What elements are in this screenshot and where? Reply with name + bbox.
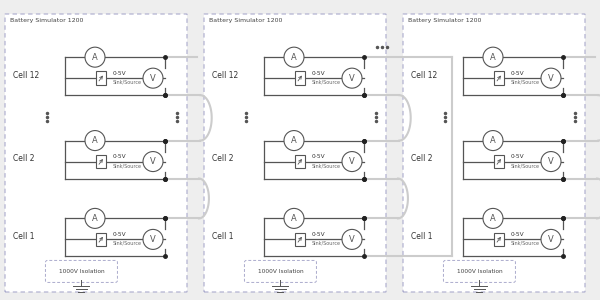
Circle shape: [85, 130, 105, 151]
Circle shape: [483, 130, 503, 151]
Circle shape: [284, 208, 304, 228]
Text: A: A: [490, 53, 496, 62]
Text: 1000V Isolation: 1000V Isolation: [257, 269, 303, 274]
FancyBboxPatch shape: [46, 260, 118, 282]
Text: A: A: [291, 136, 297, 145]
Circle shape: [143, 152, 163, 172]
FancyBboxPatch shape: [204, 14, 386, 292]
Text: A: A: [92, 136, 98, 145]
Text: Battery Simulator 1200: Battery Simulator 1200: [209, 18, 283, 23]
Text: Cell 1: Cell 1: [13, 232, 35, 241]
FancyBboxPatch shape: [5, 14, 187, 292]
Text: Sink/Source: Sink/Source: [312, 241, 341, 246]
Text: 0-5V: 0-5V: [511, 154, 524, 159]
Text: V: V: [150, 74, 156, 83]
Circle shape: [143, 68, 163, 88]
Text: 0-5V: 0-5V: [113, 232, 127, 237]
FancyBboxPatch shape: [96, 71, 106, 85]
Text: V: V: [349, 157, 355, 166]
Circle shape: [342, 230, 362, 249]
Circle shape: [541, 230, 561, 249]
FancyBboxPatch shape: [244, 260, 316, 282]
FancyBboxPatch shape: [403, 14, 585, 292]
FancyBboxPatch shape: [96, 233, 106, 246]
Text: Sink/Source: Sink/Source: [511, 80, 540, 85]
Text: Sink/Source: Sink/Source: [312, 80, 341, 85]
Text: V: V: [548, 157, 554, 166]
Text: Cell 2: Cell 2: [212, 154, 233, 163]
Text: Sink/Source: Sink/Source: [113, 163, 142, 168]
Text: 1000V Isolation: 1000V Isolation: [457, 269, 502, 274]
Text: V: V: [548, 74, 554, 83]
Text: 1000V Isolation: 1000V Isolation: [59, 269, 104, 274]
Circle shape: [342, 152, 362, 172]
Text: V: V: [150, 235, 156, 244]
Text: Cell 2: Cell 2: [13, 154, 35, 163]
Text: Sink/Source: Sink/Source: [511, 163, 540, 168]
Text: 0-5V: 0-5V: [312, 71, 326, 76]
Text: V: V: [349, 235, 355, 244]
Text: Sink/Source: Sink/Source: [113, 241, 142, 246]
Text: V: V: [548, 235, 554, 244]
Text: A: A: [92, 53, 98, 62]
Text: Cell 1: Cell 1: [212, 232, 233, 241]
Text: A: A: [92, 214, 98, 223]
FancyBboxPatch shape: [443, 260, 515, 282]
Text: A: A: [291, 214, 297, 223]
Text: 0-5V: 0-5V: [113, 154, 127, 159]
Circle shape: [483, 208, 503, 228]
Text: Cell 2: Cell 2: [411, 154, 433, 163]
Circle shape: [284, 130, 304, 151]
FancyBboxPatch shape: [96, 155, 106, 168]
Text: V: V: [349, 74, 355, 83]
Text: 0-5V: 0-5V: [312, 232, 326, 237]
FancyBboxPatch shape: [494, 71, 504, 85]
Circle shape: [284, 47, 304, 67]
Text: Cell 1: Cell 1: [411, 232, 433, 241]
Text: 0-5V: 0-5V: [312, 154, 326, 159]
Circle shape: [483, 47, 503, 67]
Circle shape: [342, 68, 362, 88]
Text: 0-5V: 0-5V: [511, 232, 524, 237]
Text: A: A: [490, 136, 496, 145]
Circle shape: [85, 47, 105, 67]
FancyBboxPatch shape: [295, 233, 305, 246]
Circle shape: [541, 68, 561, 88]
Circle shape: [85, 208, 105, 228]
Text: Cell 12: Cell 12: [411, 71, 437, 80]
Text: Sink/Source: Sink/Source: [511, 241, 540, 246]
FancyBboxPatch shape: [295, 155, 305, 168]
Text: A: A: [291, 53, 297, 62]
Circle shape: [143, 230, 163, 249]
Text: V: V: [150, 157, 156, 166]
Text: A: A: [490, 214, 496, 223]
Text: Battery Simulator 1200: Battery Simulator 1200: [10, 18, 83, 23]
Text: Cell 12: Cell 12: [212, 71, 238, 80]
Text: 0-5V: 0-5V: [113, 71, 127, 76]
FancyBboxPatch shape: [494, 155, 504, 168]
Text: Sink/Source: Sink/Source: [312, 163, 341, 168]
FancyBboxPatch shape: [295, 71, 305, 85]
Text: Battery Simulator 1200: Battery Simulator 1200: [408, 18, 481, 23]
Circle shape: [541, 152, 561, 172]
Text: Cell 12: Cell 12: [13, 71, 39, 80]
FancyBboxPatch shape: [494, 233, 504, 246]
Text: Sink/Source: Sink/Source: [113, 80, 142, 85]
Text: 0-5V: 0-5V: [511, 71, 524, 76]
